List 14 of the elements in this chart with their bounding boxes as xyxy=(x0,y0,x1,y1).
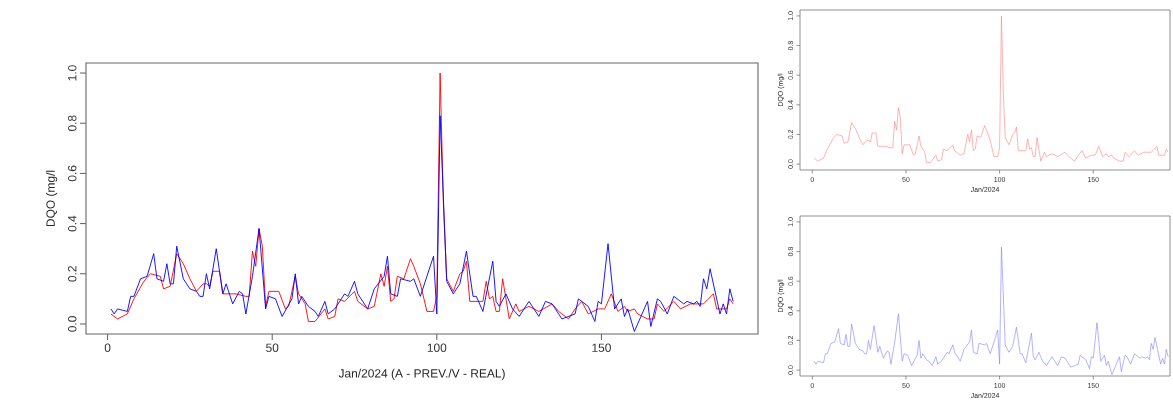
x-tick-label: 100 xyxy=(427,343,447,352)
x-axis-title: Jan/2024 (A - PREV./V - REAL) xyxy=(338,368,505,380)
y-tick-label: 1.0 xyxy=(68,65,77,81)
x-tick-label: 150 xyxy=(592,343,611,352)
x-tick-label: 50 xyxy=(266,343,279,352)
line-series xyxy=(813,246,1169,375)
x-tick-label: 0 xyxy=(104,343,111,352)
y-tick-label: 0.0 xyxy=(68,316,77,332)
line-series xyxy=(110,115,734,332)
y-axis-title: DQO (mg/l xyxy=(46,170,58,227)
y-tick-label: 0.4 xyxy=(68,215,77,232)
y-tick-label: 0.6 xyxy=(68,165,77,182)
y-tick-label: 0.8 xyxy=(68,115,77,132)
y-tick-label: 0.2 xyxy=(68,266,77,282)
